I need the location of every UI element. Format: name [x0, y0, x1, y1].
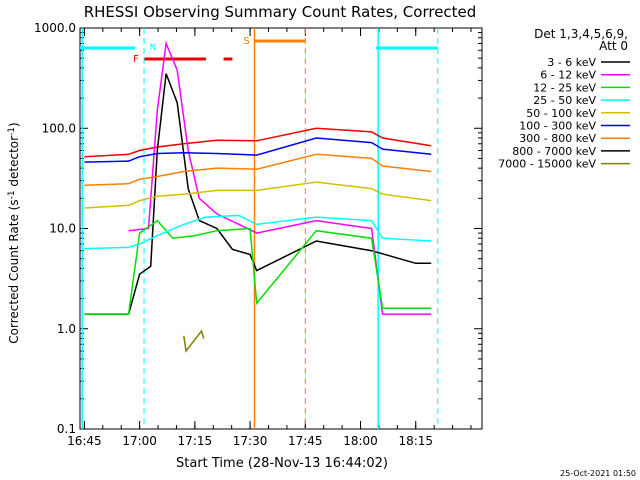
annotations-layer: N F S	[80, 28, 439, 429]
legend-label-0: 3 - 6 keV	[547, 56, 596, 69]
x-tick-label-5: 18:00	[343, 434, 378, 448]
series-line-0	[84, 73, 432, 315]
series-layer	[84, 40, 432, 353]
y-axis: 1000.0 100.0 10.0 1.0 0.1	[34, 21, 482, 436]
legend-label-3: 25 - 50 keV	[533, 94, 596, 107]
legend-label-4: 50 - 100 keV	[526, 107, 596, 120]
y-tick-label-3: 1.0	[57, 322, 76, 336]
series-line-2	[84, 219, 432, 315]
y-tick-label-2: 10.0	[49, 222, 76, 236]
y-axis-label-mid: detector	[7, 136, 21, 191]
series-line-3	[84, 214, 432, 250]
y-tick-label-4: 0.1	[57, 422, 76, 436]
legend-label-6: 300 - 800 keV	[519, 132, 596, 145]
x-tick-label-1: 17:00	[122, 434, 157, 448]
saa-label: S	[243, 36, 249, 47]
legend-label-2: 12 - 25 keV	[533, 81, 596, 94]
y-axis-label-end: )	[7, 122, 21, 127]
x-tick-label-3: 17:30	[233, 434, 268, 448]
y-axis-label-sup2: -1	[7, 127, 17, 136]
x-tick-label-0: 16:45	[67, 434, 102, 448]
legend-label-8: 7000 - 15000 keV	[498, 158, 596, 171]
flare-label: F	[133, 54, 139, 65]
y-axis-label-main: Corrected Count Rate (s	[7, 199, 21, 343]
series-line-5	[84, 137, 432, 163]
legend-label-1: 6 - 12 keV	[540, 69, 596, 82]
legend-label-7: 800 - 7000 keV	[512, 145, 596, 158]
series-line-1	[128, 40, 432, 315]
night-label: N	[150, 43, 157, 53]
x-axis: 16:45 17:00 17:15 17:30 17:45 18:00 18:15	[67, 28, 472, 448]
series-line-6	[84, 153, 432, 187]
y-tick-label-1: 100.0	[42, 121, 76, 135]
x-axis-label: Start Time (28-Nov-13 16:44:02)	[176, 456, 388, 471]
legend-label-5: 100 - 300 keV	[519, 120, 596, 133]
chart-title: RHESSI Observing Summary Count Rates, Co…	[84, 3, 477, 21]
x-tick-label-6: 18:15	[398, 434, 433, 448]
footer-timestamp: 25-Oct-2021 01:50	[560, 469, 636, 478]
y-tick-label-0: 1000.0	[34, 21, 76, 35]
legend-title-1: Det 1,3,4,5,6,9,	[534, 27, 628, 41]
y-axis-label: Corrected Count Rate (s-1 detector-1)	[7, 122, 21, 343]
series-line-4	[84, 181, 432, 209]
series-line-red	[84, 127, 432, 158]
y-axis-label-sup1: -1	[7, 190, 17, 199]
legend-title-2: Att 0	[599, 39, 628, 53]
series-line-8	[183, 329, 205, 353]
x-tick-label-4: 17:45	[288, 434, 323, 448]
x-tick-label-2: 17:15	[178, 434, 213, 448]
